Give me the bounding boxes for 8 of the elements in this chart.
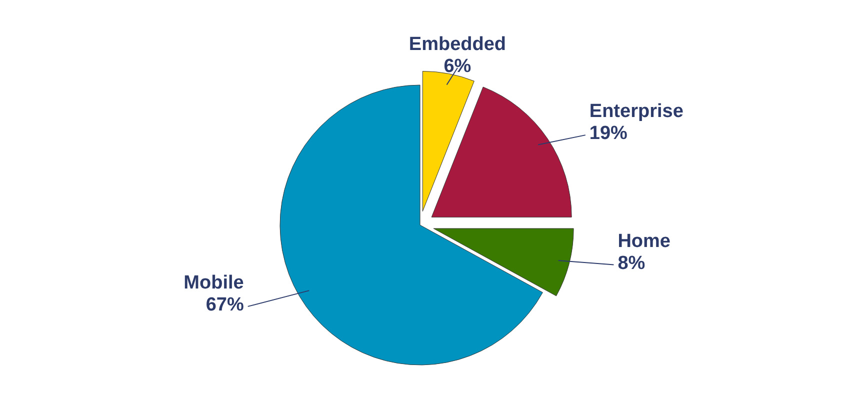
data-label: 19% xyxy=(589,123,628,144)
slice-label: Mobile xyxy=(184,272,244,294)
data-label: 6% xyxy=(444,56,472,77)
data-label: 8% xyxy=(618,252,646,274)
slice-label: Home xyxy=(618,230,671,252)
slice-label: Embedded xyxy=(408,34,506,55)
data-label: 67% xyxy=(206,294,244,316)
slice-label: Enterprise xyxy=(589,101,684,122)
